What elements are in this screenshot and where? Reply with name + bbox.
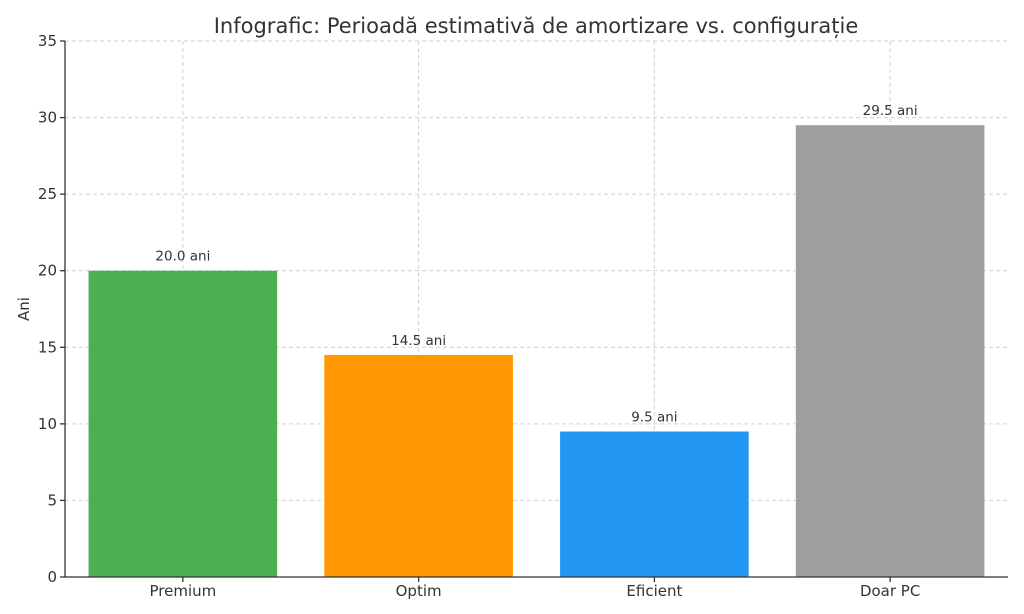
y-tick-label: 10 xyxy=(38,415,57,433)
data-label: 20.0 ani xyxy=(155,249,210,265)
x-tick-label: Optim xyxy=(396,582,442,600)
y-tick-label: 15 xyxy=(38,338,57,356)
bar-eficient xyxy=(560,431,749,577)
bar-optim xyxy=(324,354,513,577)
ticks-layer: 0 5 10 15 20 25 30 35 Premium Optim Eficient Doar P… xyxy=(38,32,920,600)
y-tick-label: 5 xyxy=(47,491,57,509)
y-axis-label: Ani xyxy=(15,297,33,321)
bar-premium xyxy=(88,270,278,577)
data-label: 29.5 ani xyxy=(863,103,918,119)
bars-layer xyxy=(88,125,985,577)
x-tick-label: Eficient xyxy=(626,582,682,600)
y-tick-label: 0 xyxy=(47,568,57,586)
data-label: 9.5 ani xyxy=(631,410,677,426)
chart-title: Infografic: Perioadă estimativă de amort… xyxy=(214,14,859,38)
data-labels-layer: 20.0 ani 14.5 ani 9.5 ani 29.5 ani xyxy=(155,103,917,425)
data-label: 14.5 ani xyxy=(391,333,446,349)
bar-doar-pc xyxy=(795,125,985,577)
y-tick-label: 35 xyxy=(38,32,57,50)
y-tick-label: 30 xyxy=(38,109,57,127)
y-tick-label: 25 xyxy=(38,185,57,203)
x-tick-label: Premium xyxy=(150,582,217,600)
x-tick-label: Doar PC xyxy=(860,582,920,600)
y-tick-label: 20 xyxy=(38,262,57,280)
axes-layer xyxy=(64,41,1008,578)
